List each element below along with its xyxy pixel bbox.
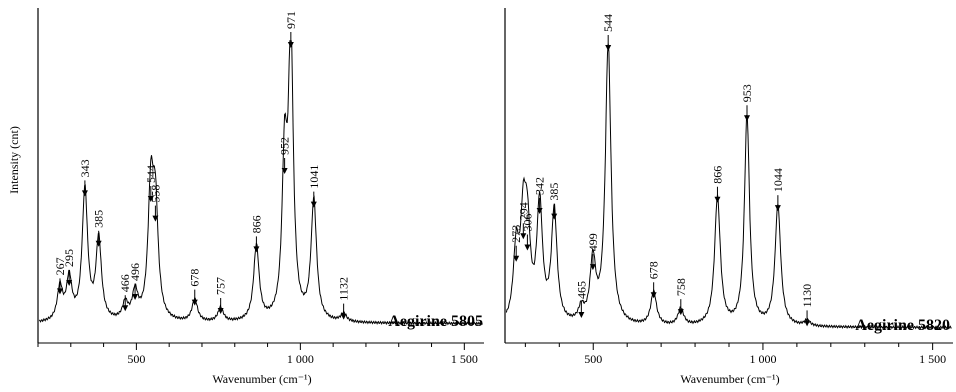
peak-arrow-head [513,255,520,262]
x-tick-label: 1 000 [749,352,776,366]
peak-label: 1132 [337,277,351,301]
peak-arrow-head [81,190,88,197]
peak-label: 558 [148,185,162,203]
peak-arrow-head [714,196,721,203]
peak-label: 385 [547,183,561,201]
peak-label: 294 [516,202,530,220]
peak-label: 866 [710,166,724,184]
peak-arrow-head [310,201,317,208]
x-tick-label: 1 000 [287,352,314,366]
x-tick-label: 500 [584,352,602,366]
peak-arrow-head [578,311,585,318]
peak-arrow-head [66,280,73,286]
peak-label: 757 [214,277,228,295]
peak-arrow-head [340,313,347,320]
peak-label: 952 [278,137,292,155]
peak-label: 273 [509,225,523,243]
peak-arrow-head [281,168,288,174]
x-axis-label: Wavenumber (cm⁻¹) [680,372,779,386]
peak-arrow-head [287,42,294,48]
peak-label: 678 [188,269,202,287]
peak-label: 1041 [307,165,321,189]
x-tick-label: 1 500 [919,352,946,366]
peak-label: 295 [62,249,76,267]
peak-arrow-head [520,233,527,240]
peak-label: 342 [533,177,547,195]
peak-arrow-head [536,207,543,214]
peak-label: 758 [674,278,688,296]
peak-label: 866 [249,215,263,233]
y-axis-label: Intensity (cnt) [7,126,21,194]
peak-label: 971 [284,11,298,29]
x-tick-label: 500 [127,352,145,366]
x-axis-label: Wavenumber (cm⁻¹) [212,372,311,386]
peak-label: 499 [586,233,600,251]
peak-label: 267 [53,257,67,275]
peak-arrow-head [152,215,159,222]
spectrum-line [38,40,483,326]
peak-label: 953 [740,84,754,102]
peak-arrow-head [743,115,750,122]
peak-label: 385 [92,210,106,228]
peak-arrow-head [191,299,198,306]
sample-title: Aegirine 5820 [855,317,950,334]
peak-arrow-head [132,294,139,300]
peak-arrow-head [56,288,63,295]
sample-title: Aegirine 5805 [388,313,483,330]
peak-arrow-head [589,264,596,271]
peak-arrow-head [551,213,558,220]
peak-arrow-head [253,246,260,253]
peak-label: 465 [574,281,588,299]
peak-arrow-head [677,309,684,316]
peak-arrow-head [95,240,102,247]
peak-label: 1044 [771,168,785,192]
x-tick-label: 1 500 [451,352,478,366]
peak-label: 1130 [800,284,814,308]
peak-label: 544 [601,14,615,32]
peak-arrow-head [774,205,781,212]
peak-arrow-head [524,244,531,251]
peak-arrow-head [217,308,224,314]
peak-arrow-head [804,320,811,327]
peak-arrow-head [650,292,657,299]
peak-label: 678 [647,261,661,279]
spectrum-line [505,43,952,330]
peak-label: 466 [118,274,132,292]
peak-arrow-head [147,196,154,202]
peak-arrow-head [605,45,612,51]
peak-label: 306 [520,214,534,232]
peak-label: 544 [144,165,158,183]
peak-label: 343 [78,159,92,177]
peak-label: 496 [128,263,142,281]
peak-arrow-head [122,305,129,312]
